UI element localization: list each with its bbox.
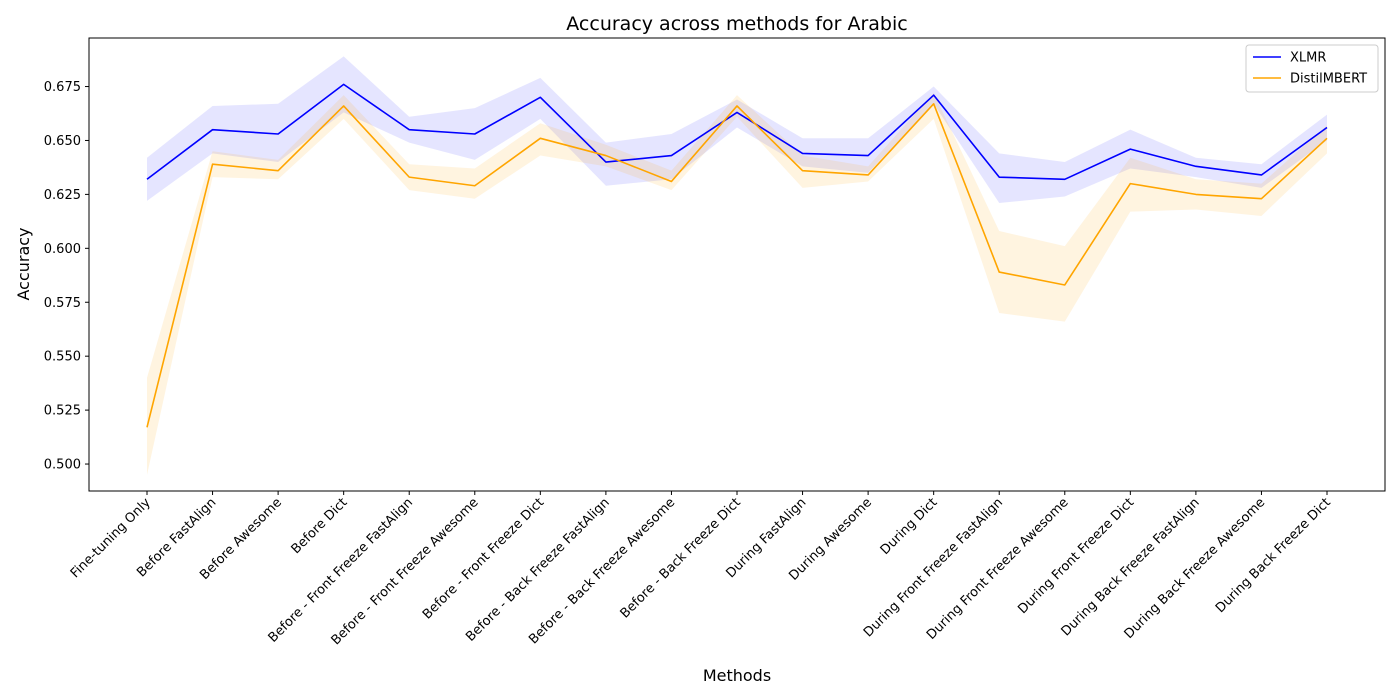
confidence-band-0 [147, 56, 1327, 204]
x-tick-label: Before Dict [289, 495, 351, 557]
x-tick-label: Before - Back Freeze Awesome [526, 495, 678, 647]
series-lines [146, 83, 1328, 428]
y-tick-label: 0.525 [44, 404, 81, 419]
y-axis-title: Accuracy [14, 227, 33, 300]
y-tick-label: 0.575 [44, 296, 81, 311]
y-tick-label: 0.550 [44, 350, 81, 365]
y-axis: 0.500 0.525 0.550 0.575 0.600 0.625 0.650 0.675 [44, 80, 89, 473]
x-tick-label: During Dict [878, 495, 941, 558]
series-line-0 [146, 83, 1328, 181]
x-tick-label: During Back Freeze FastAlign [1059, 495, 1203, 639]
chart-title: Accuracy across methods for Arabic [566, 13, 907, 35]
confidence-bands [147, 56, 1327, 475]
x-tick-label: During Front Freeze Dict [1015, 495, 1137, 617]
y-tick-label: 0.675 [44, 80, 81, 95]
series-line-1 [146, 102, 1328, 428]
x-tick-label: During Back Freeze Dict [1213, 495, 1334, 616]
legend-label-1: DistilMBERT [1290, 72, 1367, 87]
x-tick-label: Before - Front Freeze FastAlign [266, 495, 416, 645]
y-tick-label: 0.500 [44, 458, 81, 473]
x-axis-title: Methods [703, 666, 771, 685]
y-tick-label: 0.650 [44, 134, 81, 149]
confidence-band-1 [147, 93, 1327, 475]
x-tick-label: During Front Freeze Awesome [924, 495, 1072, 643]
x-tick-label: Before - Back Freeze Dict [618, 495, 744, 621]
legend: XLMR DistilMBERT [1245, 44, 1379, 93]
x-tick-label: During Back Freeze Awesome [1122, 495, 1269, 642]
legend-label-0: XLMR [1290, 51, 1326, 66]
x-tick-label: Before - Front Freeze Dict [420, 495, 547, 622]
x-tick-label: During Front Freeze FastAlign [861, 495, 1006, 640]
x-tick-label: Before - Back Freeze FastAlign [463, 495, 612, 644]
y-tick-label: 0.600 [44, 242, 81, 257]
y-tick-label: 0.625 [44, 188, 81, 203]
